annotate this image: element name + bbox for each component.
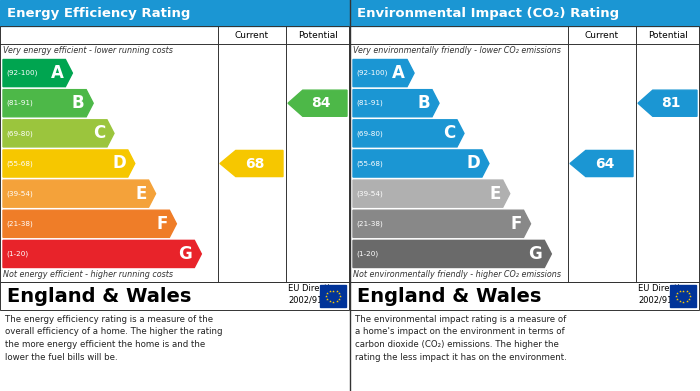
Polygon shape [288, 90, 347, 116]
Text: C: C [442, 124, 455, 142]
Polygon shape [3, 180, 155, 207]
Polygon shape [353, 59, 414, 87]
Text: (69-80): (69-80) [6, 130, 33, 136]
Bar [350, 26, 699, 282]
Text: England & Wales: England & Wales [357, 287, 541, 305]
Polygon shape [353, 150, 489, 177]
Text: Very environmentally friendly - lower CO₂ emissions: Very environmentally friendly - lower CO… [353, 46, 561, 55]
Text: (81-91): (81-91) [356, 100, 383, 106]
Text: Potential: Potential [298, 30, 338, 39]
Polygon shape [3, 240, 202, 267]
Text: 81: 81 [661, 96, 680, 110]
Text: 64: 64 [595, 156, 614, 170]
Text: C: C [92, 124, 105, 142]
Polygon shape [353, 240, 552, 267]
Polygon shape [220, 151, 283, 177]
Text: F: F [156, 215, 167, 233]
Text: (55-68): (55-68) [356, 160, 383, 167]
Text: Energy Efficiency Rating: Energy Efficiency Rating [7, 7, 190, 20]
Polygon shape [570, 151, 633, 177]
Text: E: E [489, 185, 500, 203]
Text: (21-38): (21-38) [6, 221, 33, 227]
Text: Current: Current [585, 30, 619, 39]
Text: (55-68): (55-68) [6, 160, 33, 167]
Text: Current: Current [235, 30, 269, 39]
Text: (39-54): (39-54) [356, 190, 383, 197]
Text: EU Directive
2002/91/EC: EU Directive 2002/91/EC [638, 283, 690, 305]
Text: EU Directive
2002/91/EC: EU Directive 2002/91/EC [288, 283, 340, 305]
Text: G: G [178, 245, 192, 263]
Polygon shape [353, 120, 464, 147]
Text: F: F [510, 215, 522, 233]
Text: (69-80): (69-80) [356, 130, 383, 136]
Text: Potential: Potential [648, 30, 688, 39]
Polygon shape [3, 59, 72, 87]
Polygon shape [3, 90, 93, 117]
Text: 84: 84 [311, 96, 330, 110]
Bar [350, 0, 700, 26]
Text: (21-38): (21-38) [356, 221, 383, 227]
Polygon shape [353, 90, 439, 117]
Polygon shape [638, 90, 697, 116]
Text: A: A [50, 64, 64, 82]
Text: (92-100): (92-100) [6, 70, 37, 76]
Bar [350, 282, 699, 310]
Text: B: B [417, 94, 430, 112]
Text: G: G [528, 245, 542, 263]
Text: D: D [112, 154, 126, 172]
Text: D: D [466, 154, 480, 172]
Bar [0, 282, 349, 310]
Text: (92-100): (92-100) [356, 70, 387, 76]
Text: (1-20): (1-20) [6, 251, 28, 257]
Text: The energy efficiency rating is a measure of the
overall efficiency of a home. T: The energy efficiency rating is a measur… [5, 315, 223, 362]
Polygon shape [353, 180, 510, 207]
Bar [0, 0, 350, 26]
Text: The environmental impact rating is a measure of
a home's impact on the environme: The environmental impact rating is a mea… [355, 315, 567, 362]
Text: Not environmentally friendly - higher CO₂ emissions: Not environmentally friendly - higher CO… [353, 270, 561, 279]
Text: B: B [71, 94, 84, 112]
Text: Environmental Impact (CO₂) Rating: Environmental Impact (CO₂) Rating [357, 7, 619, 20]
Text: Very energy efficient - lower running costs: Very energy efficient - lower running co… [3, 46, 173, 55]
Text: A: A [392, 64, 405, 82]
Polygon shape [3, 150, 135, 177]
Text: (1-20): (1-20) [356, 251, 378, 257]
Text: England & Wales: England & Wales [7, 287, 191, 305]
Polygon shape [3, 210, 176, 237]
Text: Not energy efficient - higher running costs: Not energy efficient - higher running co… [3, 270, 173, 279]
Bar [670, 285, 696, 307]
Text: (39-54): (39-54) [6, 190, 33, 197]
Text: E: E [135, 185, 146, 203]
Text: 68: 68 [245, 156, 264, 170]
Bar [320, 285, 346, 307]
Text: (81-91): (81-91) [6, 100, 33, 106]
Bar [0, 26, 349, 282]
Polygon shape [353, 210, 531, 237]
Polygon shape [3, 120, 114, 147]
